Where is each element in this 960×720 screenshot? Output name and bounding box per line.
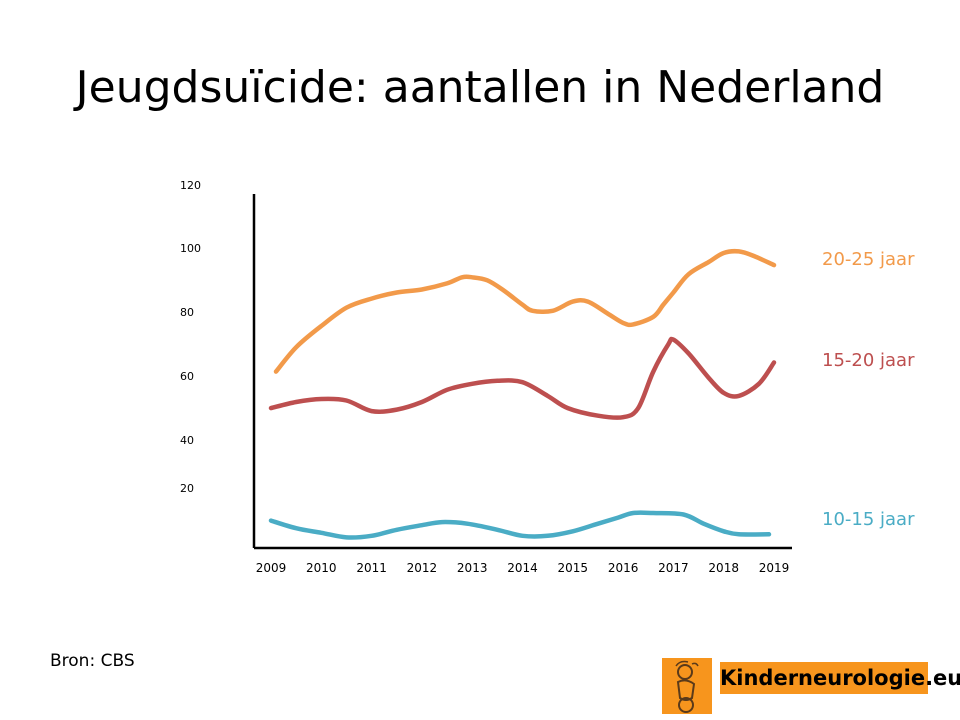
x-tick-label: 2018 bbox=[708, 561, 739, 575]
x-tick-label: 2013 bbox=[457, 561, 488, 575]
x-tick-label: 2014 bbox=[507, 561, 538, 575]
series-line-15-20-jaar bbox=[268, 336, 777, 420]
y-tick-label: 100 bbox=[180, 242, 201, 255]
y-tick-label: 80 bbox=[180, 306, 194, 319]
x-axis-tick-labels: 2009 2010 2011 2012 2013 2014 2015 2016 2017 2018… bbox=[256, 561, 790, 575]
series-label: 20-25 jaar bbox=[822, 249, 915, 270]
series-label: 10-15 jaar bbox=[822, 509, 915, 530]
x-tick-label: 2015 bbox=[558, 561, 589, 575]
series-line-10-15-jaar bbox=[268, 510, 772, 540]
series-labels: 20-25 jaar 15-20 jaar 10-15 jaar bbox=[822, 249, 915, 530]
brand-logo[interactable]: Kinderneurologie.eu bbox=[662, 656, 960, 718]
x-tick-label: 2016 bbox=[608, 561, 639, 575]
series-lines bbox=[268, 248, 777, 540]
x-tick-label: 2009 bbox=[256, 561, 287, 575]
chart-axes bbox=[252, 194, 792, 550]
source-note: Bron: CBS bbox=[50, 651, 135, 671]
x-tick-label: 2012 bbox=[407, 561, 438, 575]
y-tick-label: 120 bbox=[180, 179, 201, 192]
y-tick-label: 60 bbox=[180, 370, 194, 383]
slide-title: Jeugdsuïcide: aantallen in Nederland bbox=[75, 62, 885, 113]
x-tick-label: 2010 bbox=[306, 561, 337, 575]
y-tick-label: 20 bbox=[180, 482, 194, 495]
series-line-20-25-jaar bbox=[273, 248, 777, 374]
x-tick-label: 2017 bbox=[658, 561, 689, 575]
logo-text: Kinderneurologie.eu bbox=[720, 662, 960, 694]
y-tick-label: 40 bbox=[180, 434, 194, 447]
x-tick-label: 2019 bbox=[759, 561, 790, 575]
y-axis-tick-labels: 120 100 80 60 40 20 bbox=[180, 179, 201, 495]
logo-figure-icon bbox=[662, 658, 712, 714]
series-label: 15-20 jaar bbox=[822, 350, 915, 371]
x-tick-label: 2011 bbox=[356, 561, 387, 575]
